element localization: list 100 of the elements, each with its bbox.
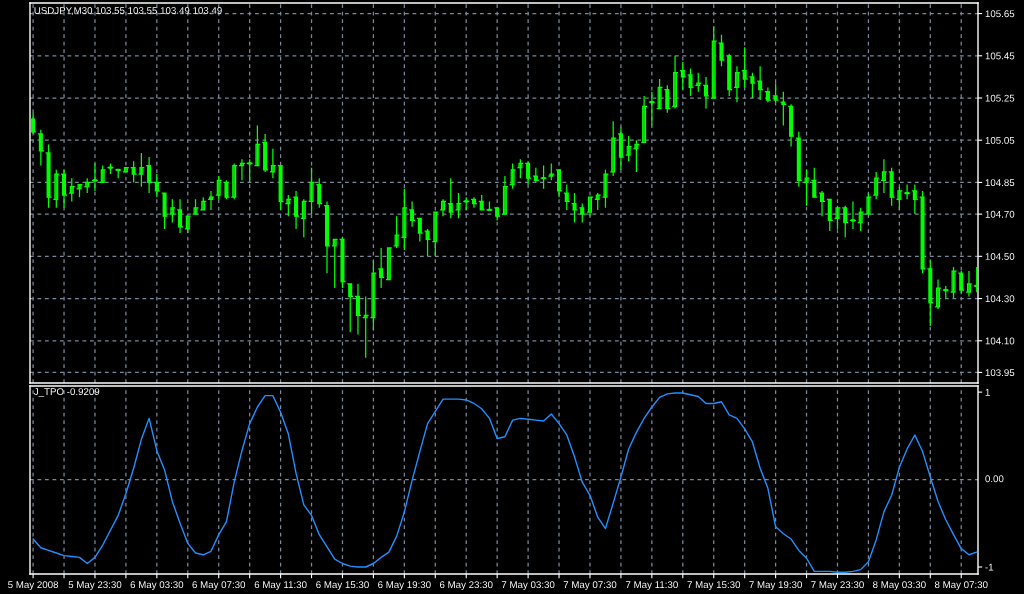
candlestick xyxy=(423,228,432,257)
candlestick xyxy=(238,158,246,181)
candlestick xyxy=(222,179,231,200)
candlestick xyxy=(454,192,463,219)
x-tick-label: 5 May 23:30 xyxy=(68,581,122,591)
candlestick xyxy=(509,162,517,190)
candlestick xyxy=(625,135,633,162)
candlestick xyxy=(671,55,679,110)
chart-title: USDJPY,M30 103.55 103.55 103.49 103.49 xyxy=(34,7,222,16)
y-tick-label: 1 xyxy=(985,388,990,396)
candlestick xyxy=(176,198,184,234)
candlestick xyxy=(717,34,726,67)
candlestick xyxy=(818,190,826,217)
candlestick xyxy=(617,126,625,171)
candlestick xyxy=(60,169,68,209)
candlestick xyxy=(686,67,695,97)
candlestick xyxy=(648,91,656,127)
candlestick xyxy=(377,247,385,289)
candlestick xyxy=(52,169,60,209)
candlestick xyxy=(191,198,200,215)
candlestick xyxy=(493,207,501,222)
candlestick xyxy=(145,156,153,194)
candlestick xyxy=(833,205,842,230)
candlestick xyxy=(161,192,169,230)
candlestick xyxy=(338,236,347,289)
candlestick xyxy=(864,192,872,215)
x-tick-label: 7 May 19:30 xyxy=(749,581,802,591)
candlestick xyxy=(965,270,973,298)
candlestick xyxy=(439,198,447,217)
candlestick xyxy=(346,283,354,333)
x-tick-label: 6 May 15:30 xyxy=(316,581,369,591)
candlestick xyxy=(640,95,648,143)
candlestick xyxy=(795,131,803,188)
candlestick xyxy=(609,120,617,177)
candlestick xyxy=(880,158,888,194)
x-tick-label: 6 May 11:30 xyxy=(254,581,307,591)
candlestick xyxy=(632,139,640,173)
candlestick xyxy=(393,215,401,249)
candlestick xyxy=(849,200,857,230)
candlestick xyxy=(857,207,865,232)
candlestick xyxy=(903,183,911,200)
candlestick xyxy=(586,196,594,217)
ref-line-label: 0.00 xyxy=(985,475,1004,483)
candlestick xyxy=(199,196,207,211)
candlestick xyxy=(888,167,896,207)
candlestick xyxy=(331,238,339,289)
candlestick xyxy=(75,183,84,198)
candlestick xyxy=(679,61,687,91)
y-tick-label: 104.30 xyxy=(985,295,1015,303)
candlestick xyxy=(694,72,702,93)
x-tick-label: 7 May 11:30 xyxy=(625,581,678,591)
candlestick xyxy=(416,217,424,243)
y-tick-label: 105.45 xyxy=(985,52,1015,60)
candlestick xyxy=(756,65,764,101)
candlestick xyxy=(555,169,563,198)
candlestick xyxy=(710,25,718,99)
candlestick xyxy=(362,295,370,359)
candlestick xyxy=(68,177,76,203)
x-tick-label: 5 May 2008 xyxy=(8,581,59,591)
candlestick xyxy=(447,177,455,219)
candlestick xyxy=(872,171,880,200)
candlestick xyxy=(772,82,780,103)
candlestick xyxy=(30,112,37,135)
candlestick xyxy=(540,164,548,190)
candlestick xyxy=(733,65,741,103)
candlestick xyxy=(810,167,818,198)
candlestick xyxy=(168,198,176,224)
candlestick xyxy=(431,211,439,257)
candlestick xyxy=(563,183,571,211)
candlestick xyxy=(578,202,586,224)
candlestick xyxy=(323,200,331,274)
candlestick xyxy=(601,169,610,209)
y-tick-label: 104.85 xyxy=(985,179,1015,187)
chart-title: J_TPO -0.9209 xyxy=(33,388,100,397)
candlestick xyxy=(215,175,223,200)
candlestick xyxy=(184,215,192,234)
candlestick xyxy=(246,158,254,184)
candlestick xyxy=(841,205,849,238)
candlestick xyxy=(748,72,756,99)
candlestick xyxy=(702,76,710,110)
y-tick-label: 105.05 xyxy=(985,136,1015,144)
candlestick xyxy=(949,266,958,300)
x-tick-label: 8 May 07:30 xyxy=(934,581,988,591)
candlestick xyxy=(307,167,316,215)
candlestick xyxy=(261,133,269,173)
y-tick-label: 104.50 xyxy=(985,253,1015,260)
candlestick xyxy=(934,278,942,310)
candlestick xyxy=(787,103,795,148)
candlestick xyxy=(354,283,362,336)
y-tick-label: 104.10 xyxy=(985,337,1015,345)
candlestick xyxy=(91,162,99,192)
candlestick xyxy=(547,162,555,181)
candlestick xyxy=(895,186,903,211)
candlestick xyxy=(532,167,540,184)
candlestick xyxy=(524,160,532,186)
candlestick xyxy=(300,198,308,238)
candlestick xyxy=(408,200,416,228)
candlestick xyxy=(153,173,161,198)
candlestick xyxy=(253,124,261,167)
y-tick-label: 104.70 xyxy=(985,210,1015,218)
